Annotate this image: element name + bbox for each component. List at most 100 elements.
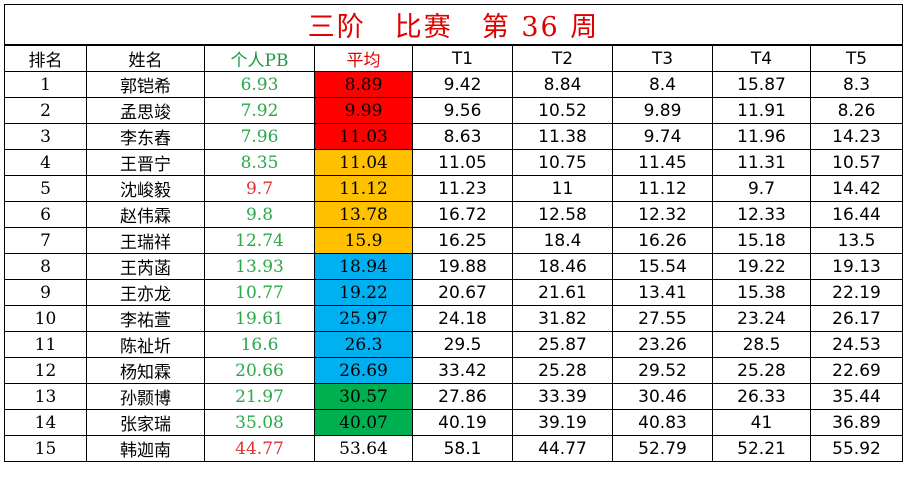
cell-t2[interactable]: 33.39 (512, 383, 613, 410)
cell-t2[interactable]: 18.46 (512, 253, 613, 280)
cell-t2[interactable]: 10.52 (512, 97, 613, 124)
header-t3[interactable]: T3 (612, 44, 713, 72)
header-average[interactable]: 平均 (314, 44, 413, 72)
header-t5[interactable]: T5 (809, 44, 904, 72)
cell-name[interactable]: 李祐萱 (86, 305, 205, 332)
cell-t1[interactable]: 58.1 (412, 435, 513, 462)
cell-pb[interactable]: 21.97 (204, 383, 315, 410)
cell-rank[interactable]: 9 (4, 279, 87, 306)
cell-average[interactable]: 9.99 (314, 97, 413, 124)
cell-average[interactable]: 26.3 (314, 331, 413, 358)
cell-t4[interactable]: 25.28 (712, 357, 811, 384)
cell-t3[interactable]: 27.55 (612, 305, 713, 332)
cell-t3[interactable]: 40.83 (612, 409, 713, 436)
cell-name[interactable]: 陈祉圻 (86, 331, 205, 358)
cell-name[interactable]: 王瑞祥 (86, 227, 205, 254)
cell-t4[interactable]: 12.33 (712, 201, 811, 228)
cell-t4[interactable]: 19.22 (712, 253, 811, 280)
cell-average[interactable]: 8.89 (314, 71, 413, 98)
cell-t1[interactable]: 16.25 (412, 227, 513, 254)
cell-name[interactable]: 杨知霖 (86, 357, 205, 384)
cell-rank[interactable]: 3 (4, 123, 87, 150)
cell-t3[interactable]: 9.74 (612, 123, 713, 150)
cell-t5[interactable]: 19.13 (809, 253, 904, 280)
cell-pb[interactable]: 13.93 (204, 253, 315, 280)
cell-t5[interactable]: 16.44 (809, 201, 904, 228)
header-pb[interactable]: 个人PB (204, 44, 315, 72)
cell-t5[interactable]: 55.92 (809, 435, 904, 462)
sheet-title[interactable]: 三阶 比赛 第 36 周 (3, 4, 904, 46)
cell-pb[interactable]: 16.6 (204, 331, 315, 358)
cell-rank[interactable]: 11 (4, 331, 87, 358)
cell-t3[interactable]: 52.79 (612, 435, 713, 462)
cell-t3[interactable]: 12.32 (612, 201, 713, 228)
cell-t2[interactable]: 39.19 (512, 409, 613, 436)
header-t2[interactable]: T2 (512, 44, 613, 72)
cell-average[interactable]: 25.97 (314, 305, 413, 332)
cell-average[interactable]: 53.64 (314, 435, 413, 462)
cell-average[interactable]: 13.78 (314, 201, 413, 228)
cell-name[interactable]: 王晋宁 (86, 149, 205, 176)
cell-t4[interactable]: 41 (712, 409, 811, 436)
cell-t5[interactable]: 10.57 (809, 149, 904, 176)
cell-t4[interactable]: 11.96 (712, 123, 811, 150)
cell-rank[interactable]: 6 (4, 201, 87, 228)
cell-rank[interactable]: 4 (4, 149, 87, 176)
cell-t1[interactable]: 19.88 (412, 253, 513, 280)
cell-t1[interactable]: 11.23 (412, 175, 513, 202)
cell-rank[interactable]: 8 (4, 253, 87, 280)
cell-pb[interactable]: 19.61 (204, 305, 315, 332)
header-t4[interactable]: T4 (712, 44, 811, 72)
cell-name[interactable]: 沈峻毅 (86, 175, 205, 202)
cell-t2[interactable]: 25.28 (512, 357, 613, 384)
cell-t4[interactable]: 28.5 (712, 331, 811, 358)
cell-t1[interactable]: 24.18 (412, 305, 513, 332)
cell-t5[interactable]: 22.19 (809, 279, 904, 306)
cell-t1[interactable]: 33.42 (412, 357, 513, 384)
cell-t4[interactable]: 26.33 (712, 383, 811, 410)
cell-pb[interactable]: 20.66 (204, 357, 315, 384)
cell-t1[interactable]: 16.72 (412, 201, 513, 228)
header-name[interactable]: 姓名 (86, 44, 205, 72)
cell-t5[interactable]: 26.17 (809, 305, 904, 332)
cell-t3[interactable]: 13.41 (612, 279, 713, 306)
cell-t3[interactable]: 9.89 (612, 97, 713, 124)
cell-t2[interactable]: 25.87 (512, 331, 613, 358)
cell-t3[interactable]: 11.12 (612, 175, 713, 202)
cell-t3[interactable]: 29.52 (612, 357, 713, 384)
cell-t3[interactable]: 30.46 (612, 383, 713, 410)
header-t1[interactable]: T1 (412, 44, 513, 72)
cell-t2[interactable]: 10.75 (512, 149, 613, 176)
cell-t5[interactable]: 22.69 (809, 357, 904, 384)
cell-t5[interactable]: 36.89 (809, 409, 904, 436)
cell-t5[interactable]: 13.5 (809, 227, 904, 254)
cell-rank[interactable]: 14 (4, 409, 87, 436)
cell-t2[interactable]: 12.58 (512, 201, 613, 228)
cell-t3[interactable]: 11.45 (612, 149, 713, 176)
cell-name[interactable]: 孙颢博 (86, 383, 205, 410)
cell-t4[interactable]: 52.21 (712, 435, 811, 462)
cell-t4[interactable]: 11.31 (712, 149, 811, 176)
cell-t5[interactable]: 24.53 (809, 331, 904, 358)
cell-t2[interactable]: 21.61 (512, 279, 613, 306)
cell-rank[interactable]: 15 (4, 435, 87, 462)
header-rank[interactable]: 排名 (4, 44, 87, 72)
cell-t5[interactable]: 14.42 (809, 175, 904, 202)
cell-pb[interactable]: 7.96 (204, 123, 315, 150)
cell-t4[interactable]: 15.18 (712, 227, 811, 254)
cell-average[interactable]: 11.04 (314, 149, 413, 176)
cell-t2[interactable]: 11.38 (512, 123, 613, 150)
cell-t1[interactable]: 9.42 (412, 71, 513, 98)
cell-t5[interactable]: 14.23 (809, 123, 904, 150)
cell-t1[interactable]: 27.86 (412, 383, 513, 410)
cell-average[interactable]: 11.03 (314, 123, 413, 150)
cell-name[interactable]: 李东舂 (86, 123, 205, 150)
cell-average[interactable]: 40.07 (314, 409, 413, 436)
cell-t4[interactable]: 15.87 (712, 71, 811, 98)
cell-average[interactable]: 19.22 (314, 279, 413, 306)
cell-t2[interactable]: 11 (512, 175, 613, 202)
cell-t1[interactable]: 29.5 (412, 331, 513, 358)
cell-t5[interactable]: 8.3 (809, 71, 904, 98)
cell-t1[interactable]: 8.63 (412, 123, 513, 150)
cell-pb[interactable]: 6.93 (204, 71, 315, 98)
